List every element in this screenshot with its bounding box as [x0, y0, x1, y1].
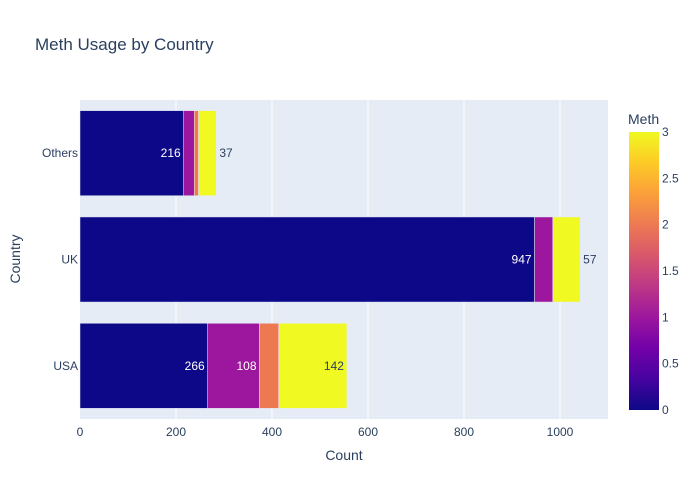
x-tick-label: 200 — [166, 425, 186, 439]
bar-label: 216 — [161, 146, 181, 160]
colorbar-gradient — [629, 132, 659, 410]
colorbar-tick-labels: 0 0.5 1 1.5 2 2.5 3 — [662, 125, 679, 417]
bar-label: 266 — [185, 359, 205, 373]
y-tick-label: USA — [53, 359, 78, 373]
colorbar-tick-label: 0.5 — [662, 357, 679, 371]
x-tick-label: 800 — [454, 425, 474, 439]
y-axis-title: Country — [7, 234, 23, 283]
x-tick-label: 600 — [358, 425, 378, 439]
colorbar-title: Meth — [628, 111, 659, 127]
bar-segment — [79, 216, 535, 303]
bar-label: 57 — [583, 253, 597, 267]
x-tick-labels: 0 200 400 600 800 1000 — [77, 425, 574, 439]
bar-label: 108 — [236, 359, 256, 373]
colorbar-tick-label: 2 — [662, 218, 669, 232]
bar-segment — [278, 323, 348, 409]
bar-segment — [259, 323, 279, 409]
bar-segment — [207, 323, 260, 409]
chart-title: Meth Usage by Country — [35, 35, 214, 54]
y-tick-label: Others — [42, 146, 78, 160]
bar-labels: 266 108 142 947 57 216 37 — [161, 146, 597, 373]
bar-label: 142 — [324, 359, 344, 373]
colorbar-tick-label: 1 — [662, 310, 669, 324]
bar-segment — [183, 110, 195, 196]
bar-segment — [193, 110, 199, 196]
colorbar-tick-label: 0 — [662, 403, 669, 417]
x-tick-label: 1000 — [547, 425, 574, 439]
colorbar-tick-label: 1.5 — [662, 264, 679, 278]
x-axis-title: Count — [325, 447, 362, 463]
y-tick-labels: USA UK Others — [42, 146, 78, 373]
bar-segment — [534, 216, 554, 303]
bar-segment — [79, 110, 184, 196]
x-tick-label: 400 — [262, 425, 282, 439]
bar-segment — [552, 216, 581, 303]
bar-label: 947 — [512, 253, 532, 267]
colorbar-tick-label: 2.5 — [662, 171, 679, 185]
colorbar: Meth 0 0.5 1 1.5 2 2.5 3 — [628, 111, 679, 417]
bar-label: 37 — [219, 146, 233, 160]
bars — [79, 110, 581, 409]
y-tick-label: UK — [61, 253, 78, 267]
x-tick-label: 0 — [77, 425, 84, 439]
bar-segment — [198, 110, 217, 196]
bar-segment — [79, 323, 208, 409]
colorbar-tick-label: 3 — [662, 125, 669, 139]
